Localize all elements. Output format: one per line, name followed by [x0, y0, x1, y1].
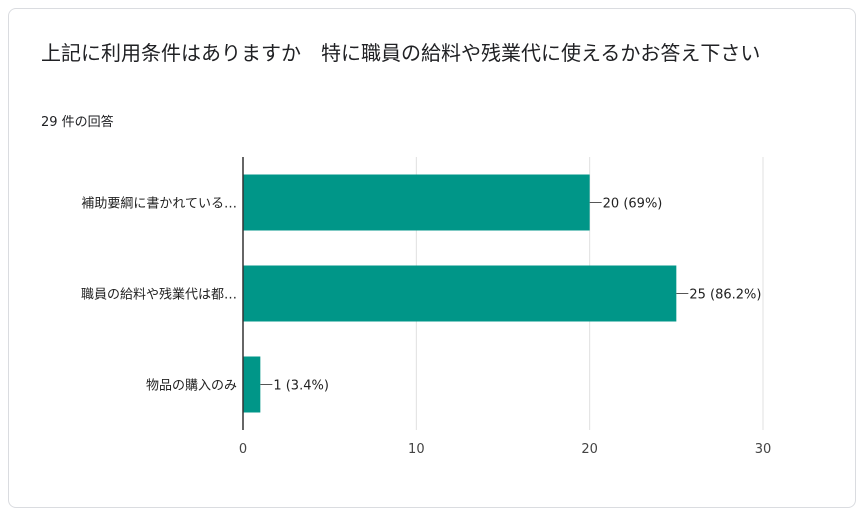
x-tick-label: 0	[239, 442, 247, 457]
question-card: 上記に利用条件はありますか 特に職員の給料や残業代に使えるかお答え下さい 29 …	[8, 8, 856, 508]
data-label: 25 (86.2%)	[689, 288, 761, 303]
question-title: 上記に利用条件はありますか 特に職員の給料や残業代に使えるかお答え下さい	[41, 41, 761, 65]
category-label: 物品の購入のみ	[146, 379, 237, 394]
data-label: 1 (3.4%)	[273, 379, 329, 394]
bar	[243, 174, 590, 231]
category-label: 職員の給料や残業代は都…	[81, 287, 237, 303]
category-label: 補助要綱に書かれている…	[81, 197, 237, 212]
x-tick-label: 10	[408, 442, 425, 457]
response-count: 29 件の回答	[41, 115, 114, 130]
x-tick-label: 20	[581, 442, 598, 457]
x-tick-label: 30	[755, 442, 772, 457]
data-label: 20 (69%)	[603, 197, 663, 212]
bar	[243, 265, 677, 322]
bar	[243, 356, 261, 413]
